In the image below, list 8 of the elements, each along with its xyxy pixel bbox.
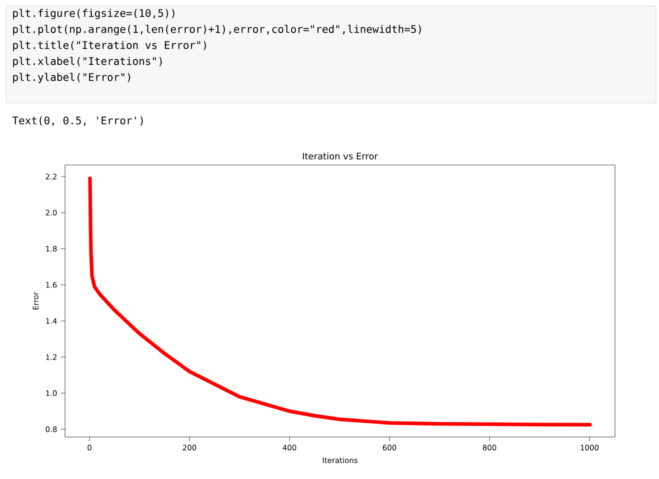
text: plt.plot(np.arange(1,len(error)+1),error,color="red",linewidth=5)	[13, 24, 421, 36]
text: plt.figure(figsize=(10,5))	[13, 8, 174, 20]
text: plt.ylabel("Error")	[13, 72, 130, 84]
text: Text(0, 0.5, 'Error')	[12, 116, 143, 126]
text: plt.xlabel("Iterations")	[13, 56, 162, 68]
text: plt.title("Iteration vs Error")	[13, 40, 206, 52]
line-series	[88, 176, 592, 427]
chart-title: Iteration vs Error	[302, 152, 378, 160]
